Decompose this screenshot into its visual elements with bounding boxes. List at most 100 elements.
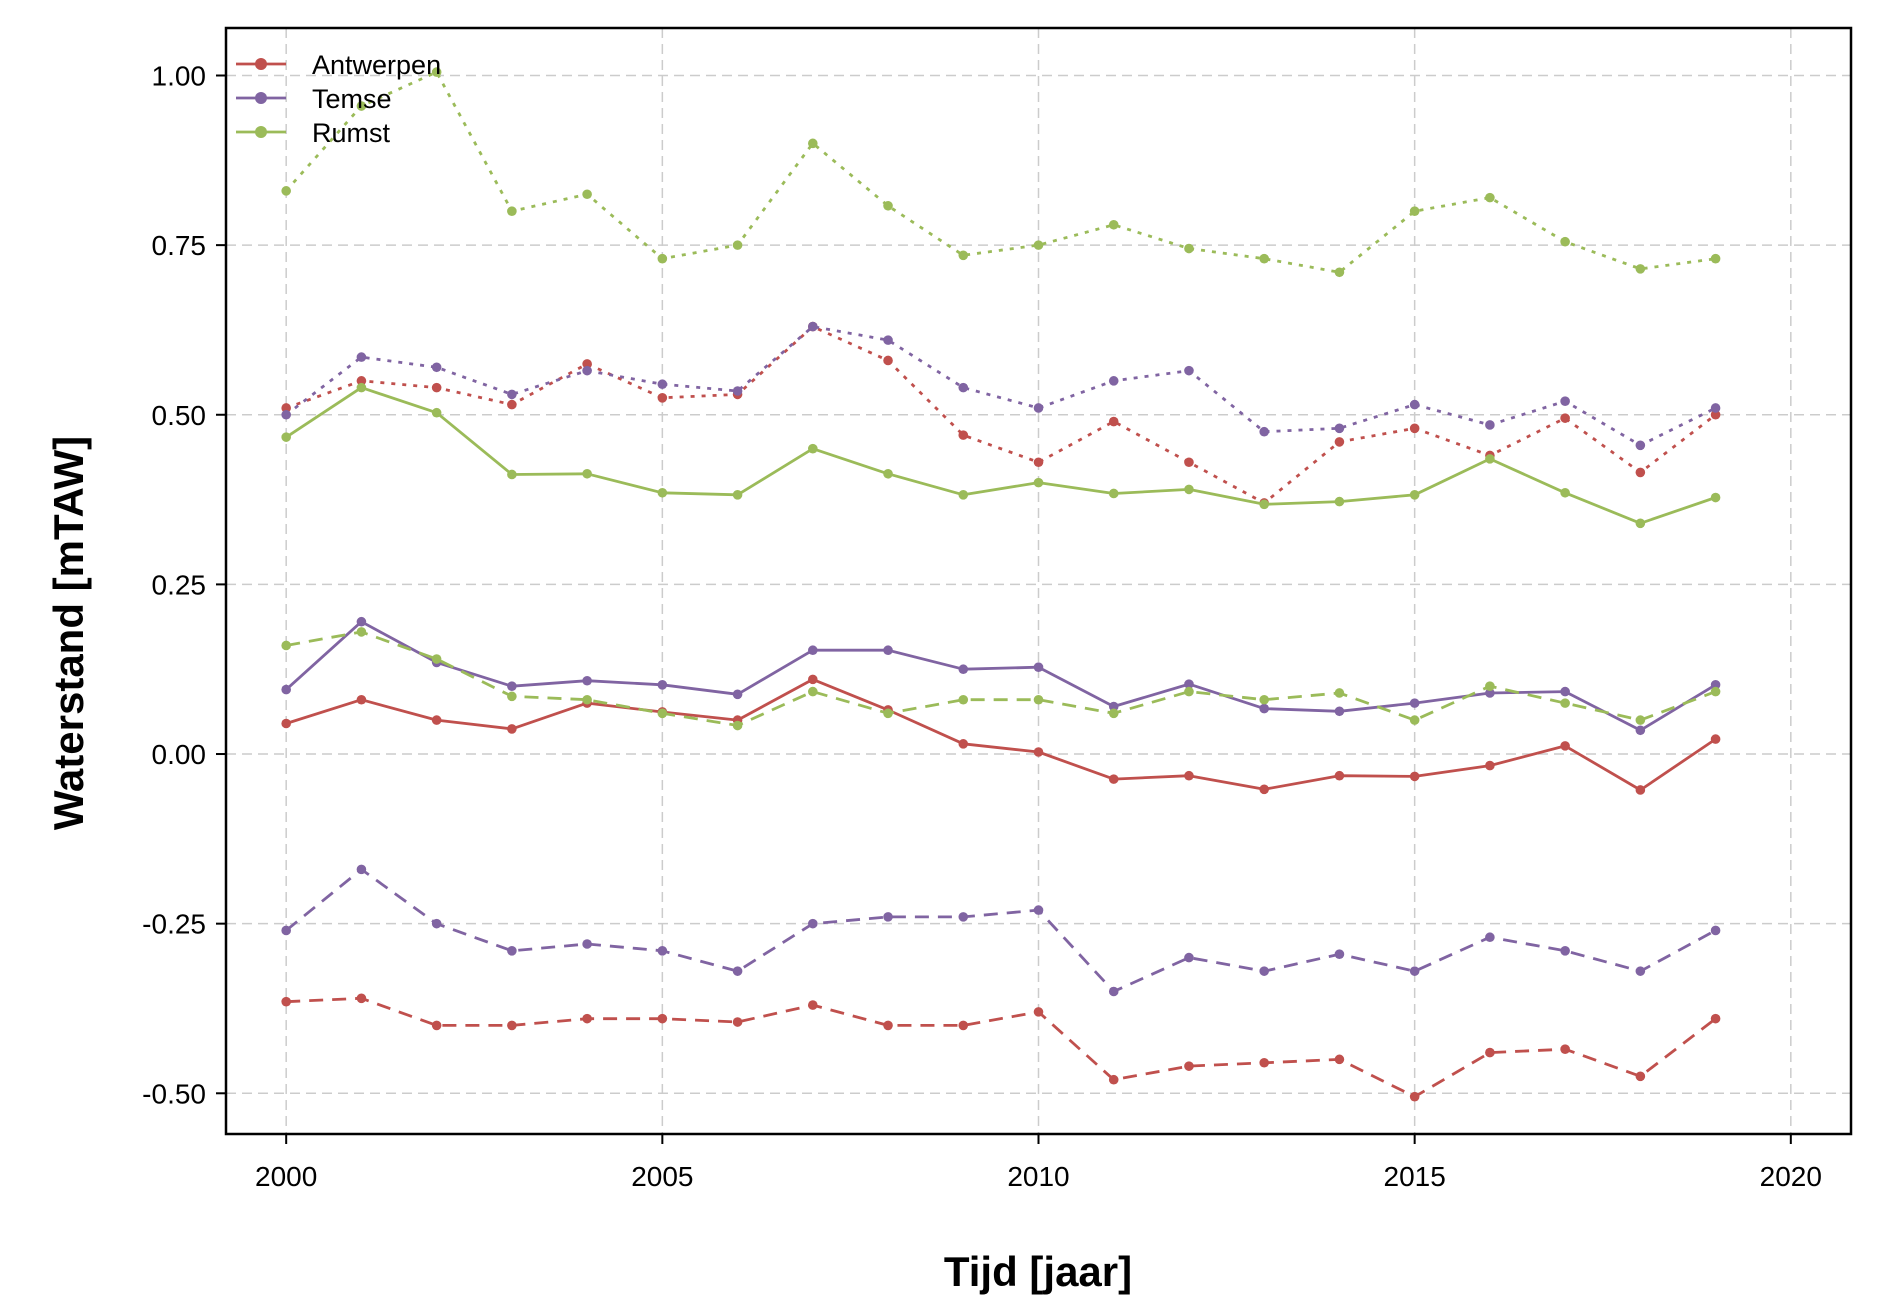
data-point bbox=[1710, 492, 1721, 503]
data-point bbox=[883, 912, 893, 922]
data-point bbox=[1635, 785, 1646, 795]
series-line bbox=[285, 70, 1716, 274]
data-point bbox=[1560, 686, 1570, 697]
x-tick-label: 2015 bbox=[1384, 1161, 1446, 1192]
data-point bbox=[281, 718, 291, 729]
data-point bbox=[732, 720, 743, 731]
legend-label: Temse bbox=[312, 84, 392, 114]
data-point bbox=[431, 918, 442, 929]
legend-swatch-marker bbox=[255, 92, 267, 104]
data-point bbox=[657, 1013, 668, 1024]
data-point bbox=[1635, 440, 1646, 451]
data-point bbox=[958, 430, 969, 440]
data-point bbox=[1485, 420, 1495, 430]
data-point bbox=[281, 186, 291, 196]
data-point bbox=[657, 379, 668, 390]
data-point bbox=[1184, 952, 1194, 963]
data-point bbox=[1108, 488, 1119, 499]
data-point bbox=[1560, 741, 1570, 751]
series-temse-dashed bbox=[281, 864, 1721, 997]
data-point bbox=[883, 1020, 893, 1031]
data-point bbox=[883, 645, 893, 656]
data-point bbox=[883, 355, 893, 366]
data-point bbox=[431, 382, 442, 393]
series-line bbox=[285, 325, 1717, 505]
x-tick-label: 2010 bbox=[1007, 1161, 1069, 1192]
data-point bbox=[1409, 423, 1420, 434]
y-tick-label: -0.50 bbox=[142, 1078, 206, 1109]
y-tick-label: 0.50 bbox=[152, 400, 207, 431]
data-point bbox=[1485, 1047, 1495, 1058]
x-tick-label: 2005 bbox=[631, 1161, 693, 1192]
data-point bbox=[1485, 688, 1495, 698]
data-point bbox=[1033, 905, 1044, 915]
data-point bbox=[582, 365, 592, 376]
data-point bbox=[657, 680, 668, 690]
data-point bbox=[1710, 925, 1721, 936]
series-antwerpen-solid bbox=[281, 674, 1721, 795]
x-axis: 2000 2005 2010 2015 2020 bbox=[255, 1134, 1822, 1192]
data-point bbox=[281, 409, 291, 420]
y-tick-label: 1.00 bbox=[152, 60, 207, 91]
data-point bbox=[732, 966, 743, 976]
data-point bbox=[1710, 734, 1721, 744]
data-point bbox=[1635, 1071, 1646, 1082]
data-point bbox=[958, 1020, 969, 1031]
data-point bbox=[507, 399, 517, 410]
data-point bbox=[582, 468, 592, 479]
data-point bbox=[958, 250, 969, 261]
data-point bbox=[1635, 518, 1646, 529]
data-point bbox=[1184, 457, 1194, 468]
data-point bbox=[281, 684, 291, 695]
data-point bbox=[507, 691, 517, 702]
data-point bbox=[431, 654, 442, 664]
data-point bbox=[1184, 686, 1194, 697]
data-point bbox=[1108, 701, 1119, 712]
data-point bbox=[281, 996, 291, 1007]
series-line bbox=[285, 678, 1717, 792]
data-point bbox=[582, 939, 592, 949]
data-point bbox=[808, 138, 818, 149]
data-point bbox=[1108, 986, 1119, 997]
data-point bbox=[582, 359, 592, 369]
data-point bbox=[356, 352, 367, 362]
data-point bbox=[1334, 688, 1345, 698]
data-point bbox=[1108, 1074, 1119, 1085]
data-point bbox=[431, 1020, 442, 1031]
data-point bbox=[1334, 1054, 1345, 1065]
series-line bbox=[286, 996, 1717, 1099]
data-point bbox=[732, 689, 743, 700]
data-point bbox=[1485, 192, 1495, 203]
data-point bbox=[657, 392, 668, 403]
data-point bbox=[1710, 403, 1721, 413]
data-point bbox=[1635, 966, 1646, 976]
data-point bbox=[958, 382, 969, 393]
data-point bbox=[507, 1020, 517, 1031]
data-point bbox=[1710, 680, 1721, 690]
series-antwerpen-dashed bbox=[281, 993, 1721, 1102]
series-temse-solid bbox=[281, 616, 1721, 736]
data-point bbox=[1184, 1061, 1194, 1071]
legend-swatch-marker bbox=[255, 58, 267, 70]
data-point bbox=[1033, 403, 1044, 413]
data-point bbox=[1033, 240, 1044, 250]
data-point bbox=[1560, 945, 1570, 956]
legend-item-rumst: Rumst bbox=[236, 118, 391, 148]
data-point bbox=[281, 403, 291, 413]
data-point bbox=[1259, 499, 1269, 510]
data-point bbox=[1409, 1091, 1420, 1102]
data-point bbox=[281, 640, 291, 651]
data-point bbox=[1259, 694, 1269, 705]
data-point bbox=[808, 918, 818, 929]
data-point bbox=[356, 376, 367, 386]
data-point bbox=[883, 708, 893, 719]
data-point bbox=[1108, 219, 1119, 230]
data-point bbox=[657, 253, 668, 264]
data-point bbox=[1560, 236, 1570, 247]
data-point bbox=[507, 206, 517, 217]
data-point bbox=[1033, 747, 1044, 757]
data-point bbox=[1334, 770, 1345, 781]
data-point bbox=[808, 645, 818, 656]
data-point bbox=[1485, 681, 1495, 691]
